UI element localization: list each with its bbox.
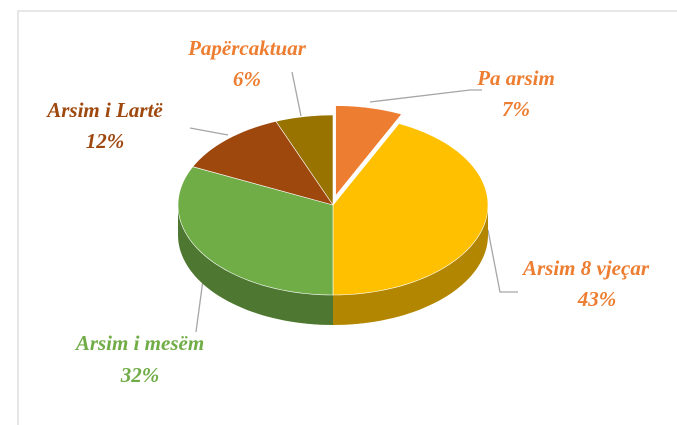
- data-label-value: 6%: [233, 67, 261, 91]
- chart-border: [17, 10, 677, 425]
- slice: [192, 120, 334, 206]
- data-label-value: 12%: [86, 129, 125, 153]
- data-label-value: 32%: [120, 363, 160, 387]
- data-label-name: Pa arsim: [476, 66, 555, 90]
- slice: [177, 166, 334, 296]
- data-label-name: Arsim i mesëm: [74, 331, 204, 355]
- slice: [332, 123, 489, 296]
- slice: [275, 114, 334, 206]
- slice-side-face: [178, 205, 333, 325]
- slice: [335, 105, 403, 197]
- slice-side: [178, 205, 333, 325]
- data-label-name: Arsim i Lartë: [45, 98, 163, 122]
- slice-side-shade: [178, 205, 333, 325]
- slice-side-shade: [333, 205, 488, 325]
- slice-side-face: [333, 205, 488, 325]
- data-label-value: 43%: [577, 287, 617, 311]
- data-label-name: Papërcaktuar: [187, 36, 307, 60]
- data-label-value: 7%: [502, 97, 530, 121]
- data-label-name: Arsim 8 vjeçar: [521, 256, 650, 280]
- slice-side: [333, 205, 488, 325]
